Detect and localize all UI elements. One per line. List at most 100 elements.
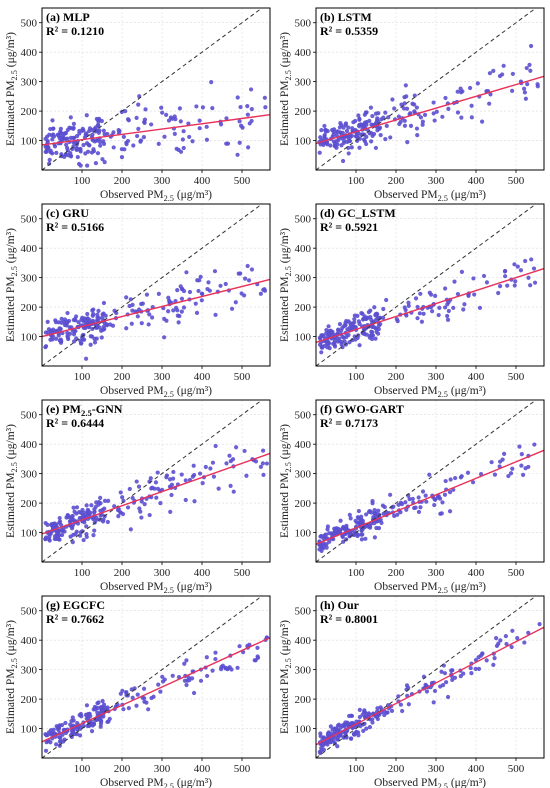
data-point (213, 651, 217, 655)
data-point (527, 63, 531, 67)
data-point (440, 500, 444, 504)
data-point (173, 132, 177, 136)
data-point (136, 127, 140, 131)
data-point (238, 105, 242, 109)
data-point (228, 665, 232, 669)
panel-title: (d) GC_LSTM (320, 206, 396, 220)
data-point (503, 274, 507, 278)
data-point (471, 276, 475, 280)
x-tick-label: 300 (428, 371, 445, 383)
data-point (529, 257, 533, 261)
data-point (65, 321, 69, 325)
x-tick-label: 200 (114, 175, 131, 187)
data-point (91, 147, 95, 151)
data-point (336, 328, 340, 332)
data-point (250, 267, 254, 271)
data-point (131, 143, 135, 147)
data-point (403, 500, 407, 504)
label-part: 2.5 (438, 782, 448, 788)
data-point (532, 266, 536, 270)
data-point (319, 350, 323, 354)
data-point (55, 532, 59, 536)
data-point (358, 708, 362, 712)
data-point (477, 667, 481, 671)
label-part: (μg/m³) (5, 228, 17, 266)
data-point (229, 459, 233, 463)
data-point (102, 507, 106, 511)
y-axis-label: Estimated PM2.5 (μg/m³) (5, 424, 19, 538)
data-point (43, 345, 47, 349)
r-squared-label: R² = 0.5359 (320, 24, 378, 38)
data-point (415, 133, 419, 137)
data-point (85, 163, 89, 167)
data-point (406, 686, 410, 690)
data-point (259, 292, 263, 296)
data-point (409, 124, 413, 128)
panel-g: 100 200 300 400 500100200300400500 (g) EGCFCR… (5, 596, 270, 788)
label-part: 2.5 (10, 462, 19, 472)
data-point (81, 143, 85, 147)
data-point (502, 64, 506, 68)
y-tick-label: 300 (21, 77, 38, 89)
data-point (72, 122, 76, 126)
data-point (525, 66, 529, 70)
data-point (399, 703, 403, 707)
data-point (404, 308, 408, 312)
data-point (227, 454, 231, 458)
data-point (354, 134, 358, 138)
data-point (70, 526, 74, 530)
data-point (128, 487, 132, 491)
data-point (446, 107, 450, 111)
data-point (450, 668, 454, 672)
data-point (359, 533, 363, 537)
data-point (403, 124, 407, 128)
data-point (235, 666, 239, 670)
label-part: 2.5 (284, 658, 293, 668)
data-point (179, 150, 183, 154)
label-part: 2.5 (10, 658, 19, 668)
data-point (520, 452, 524, 456)
data-point (195, 311, 199, 315)
x-tick-label: 300 (154, 175, 171, 187)
data-point (437, 313, 441, 317)
data-point (347, 714, 351, 718)
data-point (361, 123, 365, 127)
data-point (246, 145, 250, 149)
data-point (129, 527, 133, 531)
data-point (357, 319, 361, 323)
data-point (327, 341, 331, 345)
x-tick-label: 300 (428, 175, 445, 187)
x-tick-label: 400 (194, 567, 211, 579)
data-point (80, 129, 84, 133)
data-point (451, 306, 455, 310)
data-point (69, 115, 73, 119)
data-point (188, 290, 192, 294)
data-point (184, 270, 188, 274)
data-point (323, 543, 327, 547)
data-point (444, 479, 448, 483)
data-point (324, 128, 328, 132)
data-point (78, 534, 82, 538)
x-tick-label: 400 (194, 763, 211, 775)
data-point (440, 511, 444, 515)
data-point (120, 155, 124, 159)
data-point (341, 126, 345, 130)
data-point (510, 645, 514, 649)
r-squared-label: R² = 0.6444 (46, 416, 104, 430)
panel-title: (c) GRU (46, 206, 89, 220)
data-point (378, 126, 382, 130)
x-tick-label: 400 (468, 567, 485, 579)
data-point (199, 275, 203, 279)
data-point (116, 514, 120, 518)
data-point (321, 334, 325, 338)
data-point (154, 480, 158, 484)
data-point (253, 658, 257, 662)
data-point (407, 304, 411, 308)
data-point (351, 321, 355, 325)
y-tick-label: 100 (295, 332, 312, 344)
data-point (182, 129, 186, 133)
y-tick-label: 200 (295, 106, 312, 118)
data-point (446, 318, 450, 322)
data-point (143, 121, 147, 125)
